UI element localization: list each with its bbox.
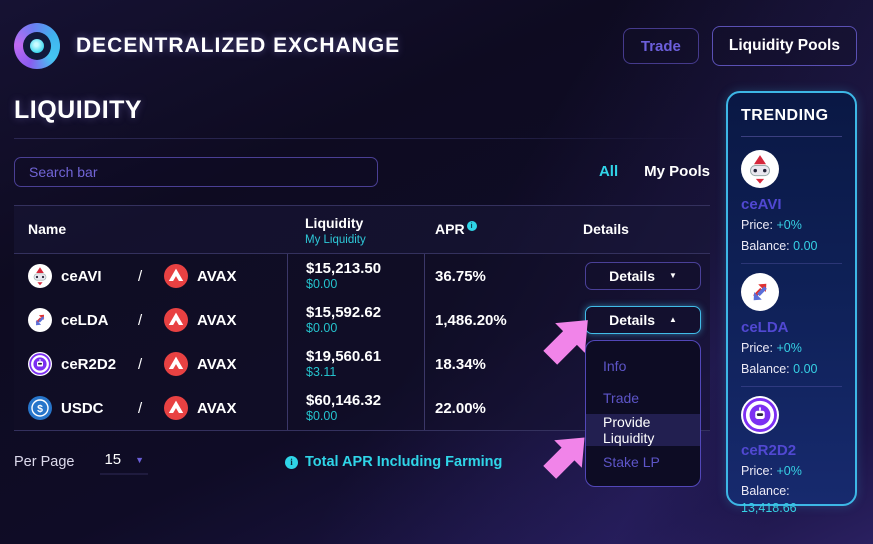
dex-logo-icon (14, 23, 60, 69)
controls-row: All My Pools (14, 156, 710, 187)
pair-separator: / (138, 311, 143, 329)
title-divider (14, 138, 710, 139)
liquidity-section: LIQUIDITY All My Pools Name Liquidity My… (14, 96, 710, 487)
details-dropdown-menu: Info Trade Provide Liquidity Stake LP (585, 340, 701, 487)
pool-row-celda-avax: ceLDA / AVAX $15,592.62 $0.00 1,486.20% … (14, 298, 710, 342)
token-balance: Balance: 0.00 (741, 361, 818, 376)
apr-value: 1,486.20% (435, 311, 507, 329)
menu-item-provide-liquidity[interactable]: Provide Liquidity (586, 414, 700, 446)
column-header-my-liquidity: My Liquidity (305, 234, 366, 246)
trending-divider (741, 136, 842, 137)
chevron-down-icon: ▼ (135, 454, 145, 465)
token-name: ceAVI (61, 267, 102, 285)
token-name: AVAX (197, 355, 237, 373)
trending-token-cer2d2[interactable]: ceR2D2 Price: +0% Balance: 13,418.66 (741, 385, 842, 526)
menu-item-trade[interactable]: Trade (603, 390, 640, 406)
pair-separator: / (138, 267, 143, 285)
avax-token-icon (164, 396, 188, 420)
pair-separator: / (138, 399, 143, 417)
tab-my-pools[interactable]: My Pools (644, 163, 710, 180)
pool-row-ceavi-avax: ceAVI / AVAX $15,213.50 $0.00 36.75% Det… (14, 254, 710, 298)
per-page-value: 15 (104, 451, 122, 468)
liquidity-value: $19,560.61 (306, 347, 382, 365)
dex-logo-dot (30, 39, 44, 53)
chevron-down-icon: ▼ (669, 271, 677, 280)
column-header-details: Details (583, 221, 629, 237)
avax-token-icon (164, 308, 188, 332)
pair-separator: / (138, 355, 143, 373)
apr-value: 22.00% (435, 399, 486, 417)
token-balance: Balance: 13,418.66 (741, 484, 797, 516)
celda-token-icon (28, 308, 52, 332)
trending-title: TRENDING (741, 107, 829, 124)
token-price: Price: +0% (741, 463, 802, 478)
trending-token-celda[interactable]: ceLDA Price: +0% Balance: 0.00 (741, 262, 842, 386)
liquidity-pools-nav-button[interactable]: Liquidity Pools (711, 26, 857, 66)
cer2d2-token-icon (28, 352, 52, 376)
usdc-token-icon: $ (28, 396, 52, 420)
apr-value: 18.34% (435, 355, 486, 373)
my-liquidity-value: $0.00 (306, 277, 338, 292)
cer2d2-token-icon (741, 395, 779, 434)
my-liquidity-value: $0.00 (306, 321, 338, 336)
token-name: AVAX (197, 399, 237, 417)
trending-token-ceavi[interactable]: ceAVI Price: +0% Balance: 0.00 (741, 145, 842, 263)
apr-footnote-text: Total APR Including Farming (305, 454, 503, 470)
ceavi-token-icon (741, 150, 779, 188)
details-button[interactable]: Details ▼ (585, 262, 701, 290)
search-input[interactable] (14, 156, 378, 187)
tab-all-pools[interactable]: All (598, 163, 619, 180)
details-button-active[interactable]: Details ▲ (585, 306, 701, 334)
apr-footnote: i Total APR Including Farming (285, 454, 502, 470)
table-footer: Per Page 15 ▼ i Total APR Including Farm… (14, 447, 710, 477)
token-name: ceR2D2 (741, 441, 797, 459)
trade-nav-button[interactable]: Trade (622, 28, 699, 64)
svg-text:$: $ (37, 403, 43, 415)
token-balance: Balance: 0.00 (741, 238, 818, 253)
token-name: AVAX (197, 311, 237, 329)
liquidity-value: $60,146.32 (306, 391, 382, 409)
token-price: Price: +0% (741, 218, 802, 232)
token-name: USDC (61, 399, 104, 417)
my-liquidity-value: $0.00 (306, 409, 338, 424)
menu-item-info[interactable]: Info (603, 358, 627, 374)
token-name: AVAX (197, 267, 237, 285)
top-bar: DECENTRALIZED EXCHANGE Trade Liquidity P… (14, 20, 857, 72)
info-icon: i (285, 455, 298, 469)
apr-info-icon[interactable]: i (466, 221, 477, 231)
my-liquidity-value: $3.11 (306, 365, 337, 380)
token-name: ceAVI (741, 196, 782, 213)
app-title: DECENTRALIZED EXCHANGE (76, 34, 401, 57)
per-page-select[interactable]: 15 ▼ (100, 449, 149, 475)
column-header-apr: APR i (425, 215, 555, 237)
table-header-row: Name Liquidity My Liquidity APR i Detail… (14, 205, 710, 254)
token-price: Price: +0% (741, 340, 802, 355)
page-title: LIQUIDITY (14, 96, 143, 124)
celda-token-icon (741, 272, 779, 311)
apr-value: 36.75% (435, 267, 486, 285)
liquidity-value: $15,592.62 (306, 303, 382, 321)
liquidity-value: $15,213.50 (306, 259, 382, 277)
token-name: ceLDA (61, 311, 109, 329)
chevron-up-icon: ▲ (669, 315, 677, 324)
avax-token-icon (164, 264, 188, 288)
token-name: ceR2D2 (61, 355, 117, 373)
column-header-liquidity: Liquidity My Liquidity (287, 215, 425, 246)
token-name: ceLDA (741, 318, 789, 336)
ceavi-token-icon (28, 264, 52, 288)
trending-panel: TRENDING ceAVI Price: +0% Balance: 0.00 … (726, 91, 857, 515)
avax-token-icon (164, 352, 188, 376)
menu-item-stake-lp[interactable]: Stake LP (603, 454, 660, 470)
per-page-label: Per Page (14, 454, 75, 470)
column-header-name: Name (28, 221, 67, 237)
